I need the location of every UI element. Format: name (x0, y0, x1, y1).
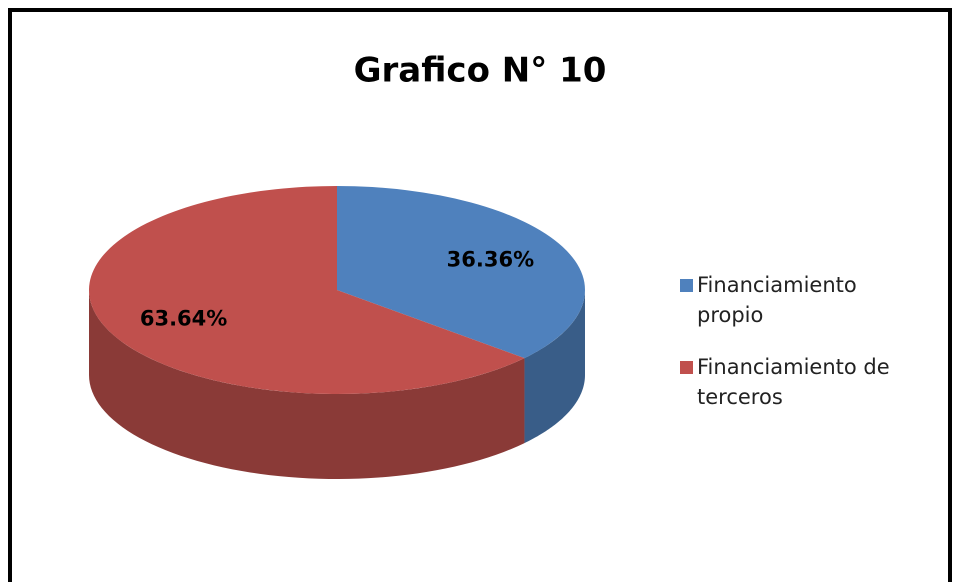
legend-item: Financiamiento propio (697, 273, 857, 327)
legend-label: Financiamiento de terceros (697, 355, 890, 409)
legend-swatch (680, 361, 693, 374)
data-label: 36.36% (447, 248, 534, 272)
data-label: 63.64% (140, 306, 227, 330)
legend-label: Financiamiento propio (697, 273, 857, 327)
pie-side (524, 290, 585, 444)
pie-slice (89, 186, 525, 394)
legend-swatch (680, 279, 693, 292)
chart-title: Grafico N° 10 (354, 51, 607, 91)
legend-item: Financiamiento de terceros (697, 355, 890, 409)
pie-side (89, 290, 525, 479)
pie-slice (337, 186, 586, 359)
